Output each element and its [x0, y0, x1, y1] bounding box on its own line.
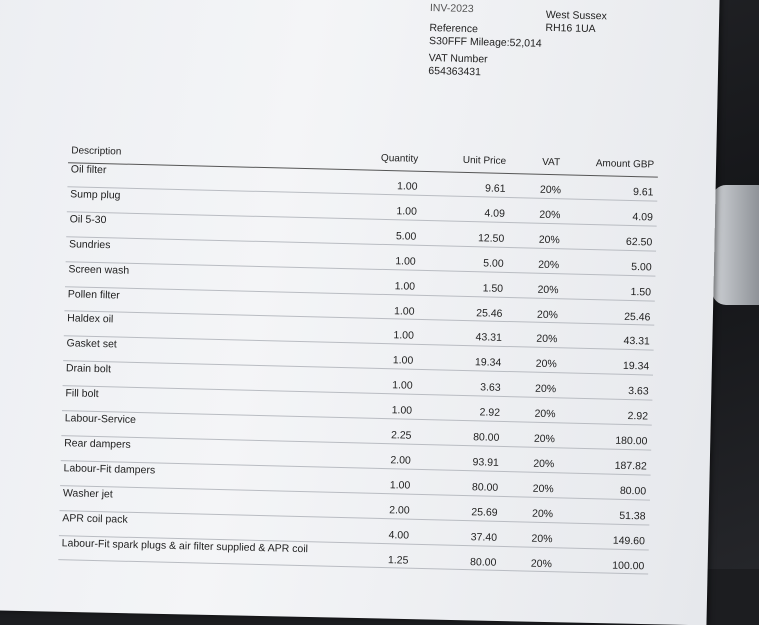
- unit-price: 37.40: [470, 530, 498, 544]
- unit-price: 1.50: [482, 282, 504, 295]
- quantity: 1.00: [393, 304, 415, 318]
- vat: 20%: [534, 382, 557, 396]
- vat-label: VAT Number: [428, 52, 488, 66]
- vat: 20%: [532, 482, 554, 496]
- amount: 5.00: [631, 260, 652, 274]
- vat: 20%: [538, 258, 560, 271]
- description: Labour-Service: [64, 412, 137, 426]
- quantity: 2.00: [390, 454, 411, 467]
- column-header: Amount GBP: [595, 158, 655, 171]
- vat: 20%: [539, 183, 562, 197]
- unit-price: 80.00: [473, 431, 500, 444]
- unit-price: 80.00: [469, 555, 497, 569]
- amount: 80.00: [619, 484, 647, 498]
- vat: 20%: [539, 208, 561, 222]
- quantity: 1.00: [396, 205, 418, 218]
- unit-price: 2.92: [479, 406, 501, 419]
- invoice: INV-2023 Reference S30FFF Mileage:52,014…: [58, 2, 658, 575]
- vat: 20%: [537, 283, 559, 296]
- vat-number: 654363431: [428, 65, 482, 79]
- reference: S30FFF Mileage:52,014: [428, 35, 542, 50]
- vat: 20%: [538, 233, 560, 247]
- quantity: 1.00: [389, 479, 411, 492]
- amount: 100.00: [612, 559, 645, 572]
- quantity: 1.25: [387, 553, 409, 567]
- quantity: 2.00: [389, 503, 410, 517]
- quantity: 1.00: [393, 329, 415, 343]
- unit-price: 19.34: [474, 356, 502, 370]
- description: Labour-Fit spark plugs & air filter supp…: [61, 536, 309, 555]
- description: Oil 5-30: [69, 213, 107, 226]
- quantity: 1.00: [391, 404, 413, 417]
- vat: 20%: [535, 358, 557, 371]
- vat: 20%: [530, 557, 553, 570]
- amount: 43.31: [623, 335, 650, 348]
- unit-price: 93.91: [472, 456, 499, 469]
- invoice-number: INV-2023: [429, 2, 474, 16]
- amount: 25.46: [624, 310, 651, 324]
- description: Sump plug: [70, 188, 121, 202]
- amount: 1.50: [630, 285, 652, 299]
- description: Labour-Fit dampers: [63, 462, 156, 477]
- description: Drain bolt: [65, 362, 112, 376]
- unit-price: 25.46: [476, 306, 503, 320]
- column-header: VAT: [542, 156, 561, 169]
- description: Oil filter: [70, 163, 107, 177]
- amount: 51.38: [619, 509, 646, 523]
- vat: 20%: [533, 432, 556, 446]
- unit-price: 3.63: [480, 381, 501, 395]
- description: Gasket set: [66, 337, 117, 351]
- description: APR coil pack: [62, 511, 128, 526]
- amount: 149.60: [612, 534, 646, 548]
- quantity: 2.25: [390, 429, 412, 442]
- quantity: 1.00: [396, 180, 418, 193]
- amount: 180.00: [615, 434, 648, 448]
- unit-price: 4.09: [484, 207, 506, 220]
- column-header: Quantity: [380, 152, 419, 165]
- unit-price: 80.00: [471, 481, 499, 494]
- unit-price: 5.00: [483, 257, 504, 270]
- quantity: 1.00: [392, 354, 414, 368]
- amount: 2.92: [627, 410, 649, 423]
- vat: 20%: [534, 407, 556, 421]
- amount: 4.09: [632, 210, 654, 224]
- amount: 187.82: [614, 459, 647, 473]
- quantity: 1.00: [395, 254, 416, 268]
- quantity: 5.00: [395, 230, 417, 243]
- amount: 62.50: [625, 235, 653, 249]
- unit-price: 25.69: [471, 505, 498, 519]
- car-button: [712, 185, 759, 305]
- description: Screen wash: [68, 262, 130, 277]
- amount: 19.34: [622, 360, 650, 373]
- unit-price: 9.61: [484, 182, 506, 195]
- amount: 3.63: [628, 385, 649, 398]
- address-line: RH16 1UA: [545, 21, 596, 36]
- column-header: Unit Price: [462, 154, 507, 167]
- description: Haldex oil: [67, 312, 114, 326]
- vat: 20%: [536, 308, 559, 321]
- amount: 9.61: [632, 186, 654, 199]
- unit-price: 12.50: [477, 232, 505, 245]
- description: Sundries: [68, 237, 111, 251]
- address-line: West Sussex: [545, 8, 607, 23]
- unit-price: 43.31: [475, 331, 503, 345]
- vat: 20%: [531, 507, 554, 520]
- quantity: 1.00: [394, 279, 416, 293]
- quantity: 1.00: [392, 379, 413, 392]
- vat: 20%: [533, 457, 555, 471]
- quantity: 4.00: [388, 528, 410, 542]
- description: Pollen filter: [67, 287, 120, 302]
- column-header: Description: [71, 145, 122, 158]
- description: Washer jet: [62, 486, 113, 501]
- description: Fill bolt: [65, 387, 99, 401]
- description: Rear dampers: [64, 437, 131, 451]
- vat: 20%: [536, 333, 558, 346]
- reference-label: Reference: [429, 22, 479, 36]
- vat: 20%: [531, 532, 553, 545]
